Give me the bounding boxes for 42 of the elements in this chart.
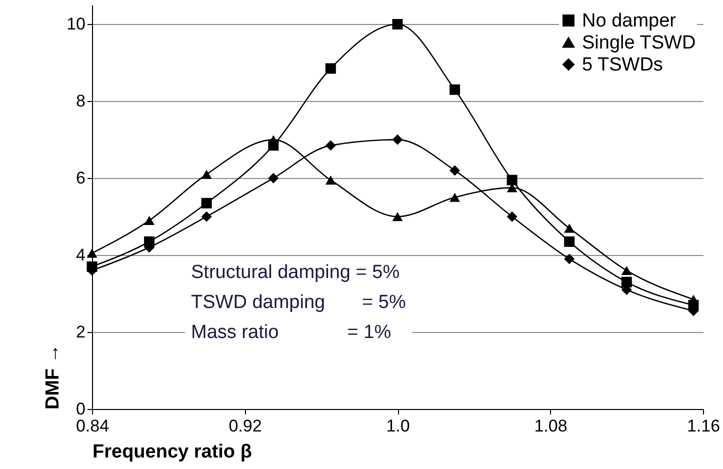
y-tick-label: 6: [76, 168, 86, 188]
point: [392, 18, 403, 30]
point: [392, 134, 403, 145]
x-tick-label: 1.16: [686, 416, 720, 436]
annotation: TSWD damping = 5%: [191, 292, 406, 313]
annotation: Structural damping = 5%: [191, 262, 400, 283]
point: [564, 236, 575, 247]
y-tick-label: 0: [76, 400, 86, 418]
legend-label: 5 TSWDs: [582, 54, 663, 76]
x-axis-title: Frequency ratio β: [92, 442, 252, 462]
x-tick-label: 1.08: [534, 416, 568, 436]
y-axis-title: DMF →: [42, 344, 64, 410]
point: [201, 211, 212, 222]
annotation: Mass ratio = 1%: [191, 322, 392, 343]
point: [325, 140, 336, 151]
y-tick-label: 10: [66, 14, 86, 34]
point: [144, 216, 155, 226]
point: [201, 198, 212, 208]
point: [506, 174, 518, 186]
point: [564, 224, 575, 233]
point: [564, 254, 575, 264]
point: [86, 248, 98, 258]
point: [621, 276, 632, 288]
y-tick-label: 2: [76, 322, 86, 342]
x-tick-label: 0.84: [76, 416, 110, 436]
legend-label: No damper: [582, 10, 677, 32]
legend-label: Single TSWD: [582, 32, 696, 54]
point: [268, 172, 279, 184]
point: [506, 211, 518, 222]
point: [450, 84, 460, 95]
point: [450, 192, 460, 202]
point: [325, 176, 336, 185]
point: [450, 165, 460, 176]
x-tick-label: 1.0: [386, 416, 410, 436]
y-tick-label: 4: [76, 246, 86, 265]
point: [621, 266, 632, 276]
y-tick-label: 8: [76, 92, 86, 111]
x-tick-label: 0.92: [228, 416, 262, 436]
point: [325, 63, 336, 74]
point: [268, 135, 279, 144]
point: [201, 170, 212, 179]
point: [392, 212, 403, 222]
